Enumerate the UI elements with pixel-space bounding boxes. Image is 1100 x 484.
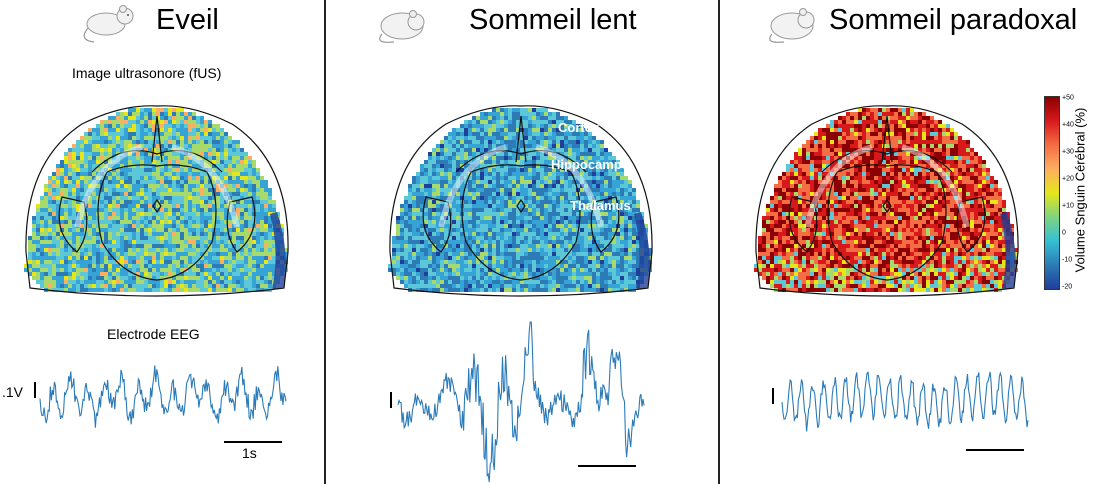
colorbar-label: Volume Snguin Cérébral (%) (1072, 107, 1088, 273)
colorbar-tick: +20 (1062, 175, 1074, 183)
region-label-hippocampe: Hippocampe (551, 157, 630, 172)
eeg-signal (781, 371, 1029, 432)
eeg-trace-sommeil-lent (397, 321, 645, 483)
awake-rat-icon (83, 5, 134, 43)
fus-map-eveil (24, 105, 289, 297)
fus-label: Image ultrasonore (fUS) (72, 65, 222, 81)
fus-map-sommeil-paradoxal (754, 105, 1019, 297)
colorbar-tick: +30 (1062, 148, 1074, 156)
colorbar-tick: -20 (1062, 283, 1073, 291)
eeg-trace-sommeil-paradoxal (781, 371, 1029, 432)
brain-atlas-outline (389, 105, 653, 297)
time-scale-bar-sommeil-paradoxal (966, 449, 1024, 451)
colorbar-tick: 0 (1062, 229, 1066, 237)
fus-map-sommeil-lent (388, 105, 653, 297)
colorbar-tick: +40 (1062, 121, 1074, 129)
colorbar-tick: +10 (1062, 202, 1074, 210)
brain-atlas-outline (755, 105, 1019, 297)
colorbar: +50 +40 +30 +20 +10 0 -10 -20 (1044, 95, 1074, 291)
fus-pixels (24, 108, 288, 292)
voltage-scale-bar-eveil (34, 382, 36, 398)
time-scale-bar-eveil (224, 441, 282, 443)
eeg-label: Electrode EEG (107, 326, 200, 342)
region-label-cortex: Cortex (558, 120, 600, 135)
panel-divider-left (324, 0, 326, 484)
panel-title-sommeil-paradoxal: Sommeil paradoxal (829, 4, 1078, 36)
voltage-scale-bar-sommeil-paradoxal (772, 388, 774, 404)
voltage-scale-bar-sommeil-lent (390, 392, 392, 408)
fus-pixels (388, 108, 652, 292)
colorbar-tick: -10 (1062, 256, 1073, 264)
colorbar-tick: +50 (1062, 94, 1074, 102)
time-scale-bar-sommeil-lent (578, 465, 636, 467)
paradoxical-sleep-rat-icon (769, 8, 815, 43)
fus-pixels (754, 108, 1018, 292)
eeg-signal (397, 321, 645, 483)
time-scale-label: 1s (242, 445, 257, 461)
panel-title-eveil: Eveil (156, 4, 219, 36)
colorbar-gradient (1044, 96, 1060, 290)
brain-atlas-outline (25, 105, 289, 297)
region-label-thalamus: Thalamus (570, 198, 631, 213)
eeg-trace-eveil (39, 365, 287, 428)
voltage-scale-label: .1V (2, 384, 24, 400)
panel-divider-right (718, 0, 720, 484)
panel-title-sommeil-lent: Sommeil lent (469, 4, 637, 36)
sleeping-rat-icon (379, 10, 425, 43)
eeg-signal (39, 365, 287, 428)
